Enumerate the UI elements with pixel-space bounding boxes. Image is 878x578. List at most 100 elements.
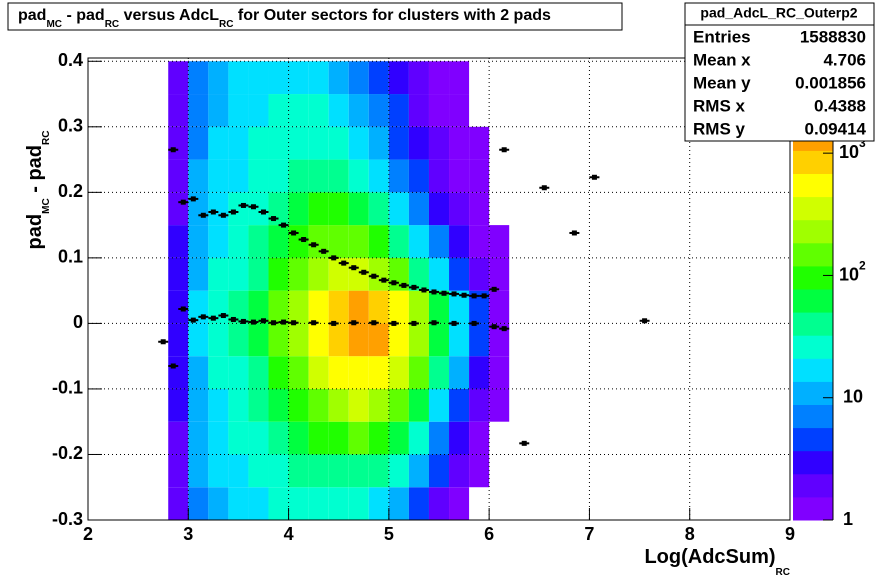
heat-cell xyxy=(449,61,470,95)
heat-cell xyxy=(388,421,409,455)
heat-cell xyxy=(268,290,289,324)
heat-cell xyxy=(308,388,329,422)
heat-cell xyxy=(248,388,269,422)
heat-cell xyxy=(228,356,249,389)
z-tick-label: 10 xyxy=(843,386,863,406)
heat-cell xyxy=(248,61,269,95)
heat-cell xyxy=(348,225,369,258)
heat-cell xyxy=(308,323,329,357)
x-title-sub: RC xyxy=(776,567,790,578)
heat-cell xyxy=(288,454,309,488)
heat-cell xyxy=(188,257,209,291)
heat-cell xyxy=(368,126,389,160)
x-tick-label: 8 xyxy=(685,524,695,544)
y-tick-label: 0.3 xyxy=(58,116,83,136)
x-tick-label: 6 xyxy=(484,524,494,544)
heat-cell xyxy=(328,356,349,389)
heat-cell xyxy=(228,421,249,455)
heat-cell xyxy=(348,454,369,488)
heat-cell xyxy=(428,192,450,226)
heat-cell xyxy=(449,126,470,160)
heat-cell xyxy=(248,94,269,127)
heat-cell xyxy=(228,290,249,324)
heat-cell xyxy=(328,421,349,455)
heat-cell xyxy=(208,356,229,389)
heat-cell xyxy=(408,225,429,258)
heat-cell xyxy=(308,487,329,520)
heat-cell xyxy=(288,323,309,357)
heat-cell xyxy=(328,487,349,520)
stats-title: pad_AdcL_RC_Outerp2 xyxy=(700,5,857,21)
heat-cell xyxy=(208,159,229,193)
stats-value: 4.706 xyxy=(823,50,866,69)
heat-cell xyxy=(248,421,269,455)
title-sub: RC xyxy=(105,19,119,30)
heat-cell xyxy=(228,323,249,357)
heat-cell xyxy=(228,257,249,291)
heat-cell xyxy=(268,454,289,488)
stats-label: RMS y xyxy=(693,119,746,138)
title-part: for Outer sectors for clusters with 2 pa… xyxy=(233,7,551,24)
heat-cell xyxy=(268,159,289,193)
title-sub: MC xyxy=(46,19,62,30)
heat-cell xyxy=(408,454,429,488)
heat-cell xyxy=(288,192,309,226)
heat-cell xyxy=(228,487,249,520)
heat-cell xyxy=(428,159,450,193)
title-sub: RC xyxy=(219,19,233,30)
z-tick-exp: 2 xyxy=(859,259,866,273)
color-step xyxy=(793,358,833,382)
heat-cell xyxy=(288,388,309,422)
heat-cell xyxy=(428,454,450,488)
heat-cell xyxy=(408,290,429,324)
stats-label: Mean y xyxy=(693,73,751,92)
heat-cell xyxy=(388,192,409,226)
heat-cell xyxy=(388,159,409,193)
color-step xyxy=(793,173,833,198)
z-tick-label: 103 xyxy=(839,136,866,162)
heat-cell xyxy=(248,454,269,488)
heat-cell xyxy=(489,323,510,357)
heat-cell xyxy=(469,225,490,258)
heat-cell xyxy=(489,290,510,324)
x-tick-label: 9 xyxy=(785,524,795,544)
heat-cell xyxy=(328,323,349,357)
y-title-sub: MC xyxy=(41,198,52,214)
heat-cell xyxy=(489,356,510,389)
stats-box: pad_AdcL_RC_Outerp2 Entries 1588830 Mean x… xyxy=(684,2,875,142)
heat-cell xyxy=(308,61,329,95)
title-part: pad xyxy=(18,7,46,24)
heat-cell xyxy=(248,323,269,357)
heat-cell xyxy=(188,94,209,127)
heat-cell xyxy=(188,454,209,488)
heat-cell xyxy=(248,159,269,193)
y-axis-title: padMC - padRC xyxy=(24,131,51,250)
color-step xyxy=(793,427,833,452)
heat-cell xyxy=(288,61,309,95)
heat-cell xyxy=(288,257,309,291)
heat-cell xyxy=(428,94,450,127)
heat-cell xyxy=(228,225,249,258)
heat-cell xyxy=(228,192,249,226)
heat-cell xyxy=(449,290,470,324)
heat-cell xyxy=(449,257,470,291)
heat-cell xyxy=(228,454,249,488)
heat-cell xyxy=(328,159,349,193)
title-box xyxy=(7,2,623,31)
heat-cell xyxy=(188,225,209,258)
heat-cell xyxy=(368,487,389,520)
heat-cell xyxy=(449,421,470,455)
heat-cell xyxy=(428,257,450,291)
heat-cell xyxy=(348,192,369,226)
heat-cell xyxy=(469,421,490,455)
heat-cell xyxy=(288,290,309,324)
heat-cell xyxy=(288,94,309,127)
heat-cell xyxy=(208,323,229,357)
heat-cell xyxy=(168,61,189,95)
heat-cell xyxy=(268,487,289,520)
heat-cell xyxy=(228,126,249,160)
heat-cell xyxy=(388,487,409,520)
color-step xyxy=(793,242,833,267)
heat-cell xyxy=(469,323,490,357)
heat-cell xyxy=(449,388,470,422)
